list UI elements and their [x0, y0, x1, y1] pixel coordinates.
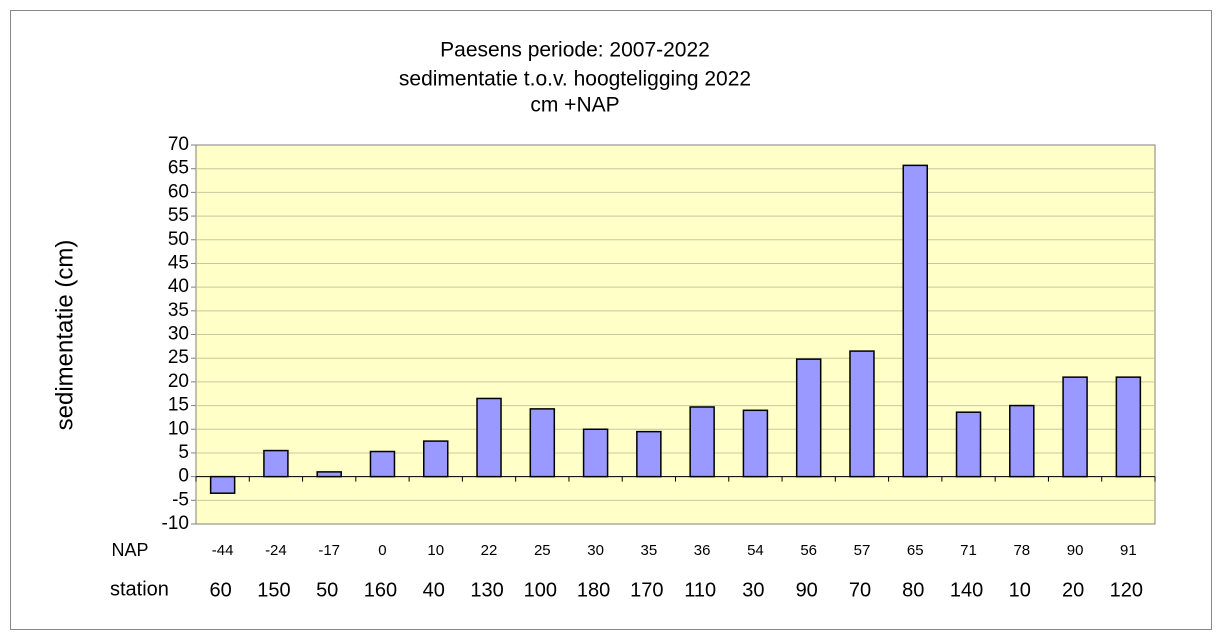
- row-label: station: [110, 578, 169, 600]
- x-tick-label: 71: [960, 542, 977, 559]
- y-tick-label: 70: [168, 134, 189, 155]
- y-tick-label: 45: [168, 252, 189, 273]
- bar: [263, 449, 289, 478]
- y-tick-label: 10: [168, 418, 189, 439]
- bar: [742, 409, 769, 478]
- x-tick-label: 91: [1120, 542, 1137, 559]
- x-tick-label: 54: [747, 542, 764, 559]
- station-label: 160: [364, 579, 397, 601]
- bar: [1115, 376, 1142, 478]
- station-label: 130: [470, 579, 503, 601]
- station-label: 150: [257, 579, 290, 601]
- bar: [582, 428, 609, 478]
- bar: [529, 408, 556, 478]
- y-tick-label: 50: [168, 229, 189, 250]
- bar: [902, 164, 928, 478]
- x-tick-label: -24: [265, 542, 287, 559]
- y-tick-label: 65: [168, 158, 189, 179]
- y-axis-label: sedimentatie (cm): [51, 240, 78, 431]
- x-tick-label: 30: [587, 542, 604, 559]
- station-label: 110: [684, 579, 716, 601]
- bar: [849, 350, 875, 478]
- x-tick-label: -17: [318, 542, 340, 559]
- bar: [423, 440, 449, 478]
- chart-subtitle: cm +NAP: [530, 94, 619, 117]
- bar: [795, 358, 822, 478]
- station-label: 50: [316, 579, 338, 601]
- y-tick-label: 25: [168, 347, 189, 368]
- x-tick-label: 56: [800, 542, 817, 559]
- y-tick-label: 5: [178, 442, 189, 463]
- x-tick-label: 0: [378, 542, 386, 559]
- chart-title: Paesens periode: 2007-2022: [440, 39, 710, 62]
- station-label: 140: [950, 579, 983, 601]
- station-label: 40: [423, 579, 445, 601]
- chart-subtitle: sedimentatie t.o.v. hoogteligging 2022: [399, 68, 751, 91]
- y-tick-label: -10: [162, 513, 189, 534]
- x-tick-label: 78: [1013, 542, 1030, 559]
- bar: [209, 475, 236, 494]
- station-label: 60: [210, 579, 232, 601]
- x-tick-label: 57: [854, 542, 871, 559]
- y-tick-label: 60: [168, 181, 189, 202]
- y-tick-label: 0: [178, 466, 189, 487]
- chart-border: [10, 10, 1212, 630]
- y-tick-label: 35: [168, 300, 189, 321]
- x-tick-label: 65: [907, 542, 924, 559]
- y-tick-label: -5: [172, 489, 189, 510]
- bar: [316, 471, 342, 478]
- station-label: 90: [796, 579, 818, 601]
- bar: [636, 430, 662, 478]
- station-label: 30: [742, 579, 764, 601]
- station-label: 170: [630, 579, 663, 601]
- y-tick-label: 40: [168, 276, 189, 297]
- station-label: 180: [577, 579, 610, 601]
- station-label: 100: [524, 579, 557, 601]
- bar: [1009, 404, 1035, 478]
- bar: [476, 397, 502, 478]
- x-tick-label: 36: [694, 542, 711, 559]
- x-tick-label: 25: [534, 542, 551, 559]
- station-label: 10: [1009, 579, 1031, 601]
- y-tick-label: 30: [168, 324, 189, 345]
- station-label: 120: [1110, 579, 1143, 601]
- bar: [1062, 376, 1088, 478]
- x-tick-label: 35: [641, 542, 658, 559]
- x-tick-label: 22: [481, 542, 498, 559]
- station-label: 20: [1062, 579, 1084, 601]
- bar: [955, 411, 982, 478]
- y-tick-label: 20: [168, 371, 189, 392]
- x-tick-label: 10: [427, 542, 444, 559]
- y-tick-label: 55: [168, 205, 189, 226]
- row-label: NAP: [111, 540, 148, 560]
- station-label: 70: [849, 579, 871, 601]
- x-tick-label: 90: [1067, 542, 1084, 559]
- y-tick-label: 15: [168, 395, 189, 416]
- bar: [369, 450, 396, 478]
- station-label: 80: [902, 579, 924, 601]
- bar: [689, 406, 715, 478]
- x-tick-label: -44: [212, 542, 234, 559]
